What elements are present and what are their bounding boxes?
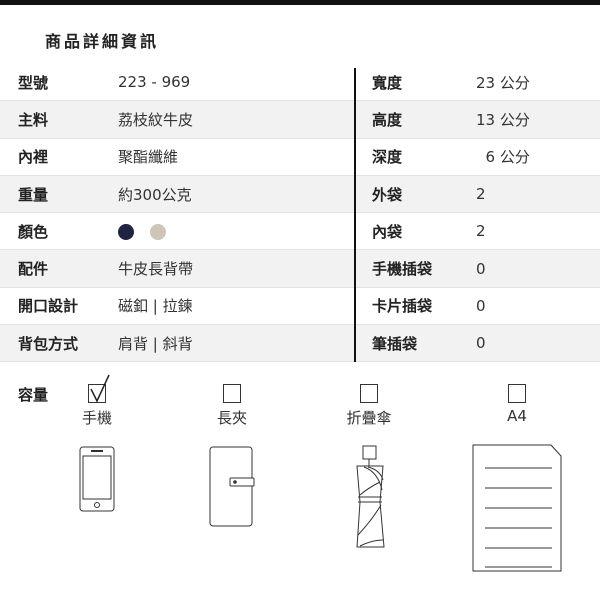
capacity-label: 容量 <box>18 386 49 404</box>
spec-label: 開口設計 <box>18 297 79 316</box>
spec-row: 開口設計 磁釦 | 拉鍊 卡片插袋 0 <box>0 288 600 326</box>
spec-value: 0 <box>476 334 486 353</box>
capacity-item-phone: 手機 <box>57 374 137 428</box>
umbrella-icon <box>356 445 385 548</box>
spec-row: 配件 牛皮長背帶 手機插袋 0 <box>0 250 600 288</box>
spec-label: 寬度 <box>372 73 403 92</box>
spec-label: 內裡 <box>18 148 49 167</box>
color-swatch[interactable] <box>118 223 134 240</box>
color-swatch[interactable] <box>150 223 166 240</box>
spec-label: 型號 <box>18 73 49 92</box>
spec-row: 主料 荔枝紋牛皮 高度 13 公分 <box>0 101 600 139</box>
phone-icon <box>79 446 115 512</box>
spec-row: 顏色 內袋 2 <box>0 213 600 251</box>
page-title: 商品詳細資訊 <box>45 32 160 51</box>
check-icon <box>90 374 110 403</box>
spec-table: 型號 223 - 969 寬度 23 公分主料 荔枝紋牛皮 高度 13 公分內裡 聚酯… <box>0 64 600 363</box>
spec-label: 重量 <box>18 185 49 204</box>
spec-label: 卡片插袋 <box>372 297 433 316</box>
spec-row: 內裡 聚酯纖維 深度 6 公分 <box>0 139 600 176</box>
spec-value: 荔枝紋牛皮 <box>118 110 194 129</box>
capacity-item-label: 折疊傘 <box>346 409 392 427</box>
spec-value: 2 <box>476 222 486 241</box>
spec-value: 2 <box>476 185 486 204</box>
spec-label: 配件 <box>18 260 49 279</box>
spec-label: 深度 <box>372 148 403 167</box>
spec-label: 顏色 <box>18 222 49 241</box>
color-swatches <box>118 222 182 240</box>
spec-label: 外袋 <box>372 185 403 204</box>
spec-value: 肩背 | 斜背 <box>118 334 193 353</box>
spec-value: 6 公分 <box>476 148 530 167</box>
top-bar <box>0 0 600 5</box>
spec-label: 背包方式 <box>18 334 79 353</box>
wallet-icon <box>209 446 255 527</box>
spec-row: 背包方式 肩背 | 斜背 筆插袋 0 <box>0 325 600 363</box>
checkbox-phone[interactable] <box>88 374 110 403</box>
column-divider <box>354 68 356 362</box>
spec-label: 內袋 <box>372 222 403 241</box>
capacity-item-label: 手機 <box>81 409 112 427</box>
spec-value: 牛皮長背帶 <box>118 260 194 279</box>
checkbox-umbrella[interactable] <box>360 384 378 403</box>
spec-label: 主料 <box>18 110 49 129</box>
spec-row: 型號 223 - 969 寬度 23 公分 <box>0 64 600 102</box>
spec-label: 高度 <box>372 110 403 129</box>
spec-value: 13 公分 <box>476 110 530 129</box>
spec-value: 23 公分 <box>476 73 530 92</box>
spec-value: 0 <box>476 259 486 278</box>
checkbox-wallet[interactable] <box>223 384 241 403</box>
capacity-item-wallet: 長夾 <box>192 384 272 428</box>
spec-label: 手機插袋 <box>372 260 433 279</box>
capacity-item-label: 長夾 <box>216 409 247 427</box>
spec-value: 223 - 969 <box>118 73 191 92</box>
spec-value: 磁釦 | 拉鍊 <box>118 297 193 316</box>
checkbox-a4[interactable] <box>508 384 526 403</box>
spec-row: 重量 約300公克 外袋 2 <box>0 175 600 214</box>
document-icon <box>472 444 562 572</box>
spec-value: 約300公克 <box>118 185 192 204</box>
capacity-item-umbrella: 折疊傘 <box>329 384 409 428</box>
capacity-item-a4: A4 <box>477 384 557 425</box>
spec-label: 筆插袋 <box>372 334 418 353</box>
capacity-item-label: A4 <box>507 407 527 425</box>
spec-value: 0 <box>476 296 486 315</box>
spec-value: 聚酯纖維 <box>118 148 179 167</box>
